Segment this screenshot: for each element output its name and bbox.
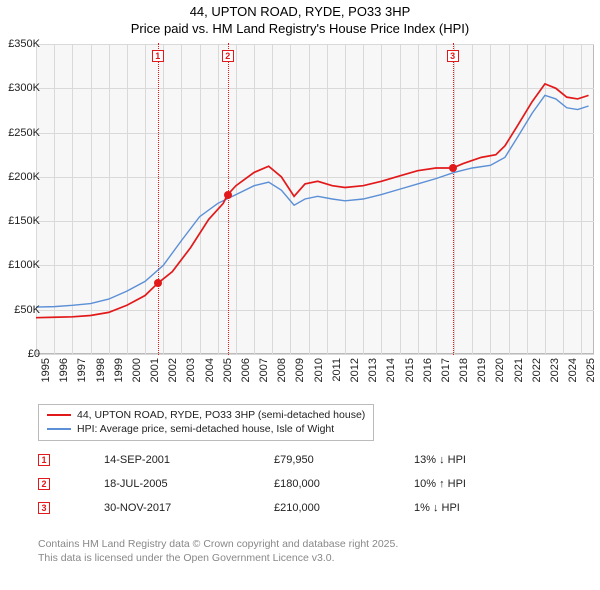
x-tick-label: 2010 [313,358,325,382]
legend-row: 44, UPTON ROAD, RYDE, PO33 3HP (semi-det… [47,408,365,422]
legend-swatch [47,428,71,430]
x-tick-label: 2006 [240,358,252,382]
event-date: 30-NOV-2017 [104,502,274,514]
y-tick-label: £50K [14,304,40,316]
x-tick-label: 1999 [113,358,125,382]
event-price: £210,000 [274,502,414,514]
x-tick-label: 2012 [349,358,361,382]
y-tick-label: £150K [8,215,40,227]
event-delta: 13% ↓ HPI [414,454,466,466]
event-row: 2 18-JUL-2005 £180,000 10% ↑ HPI [38,472,578,496]
x-tick-label: 2004 [204,358,216,382]
series-hpi [36,95,589,307]
title-block: 44, UPTON ROAD, RYDE, PO33 3HP Price pai… [0,0,600,38]
event-price: £180,000 [274,478,414,490]
series-price_paid [36,84,589,318]
event-delta: 10% ↑ HPI [414,478,466,490]
x-tick-label: 2017 [440,358,452,382]
x-tick-label: 2001 [149,358,161,382]
event-delta: 1% ↓ HPI [414,502,460,514]
footer: Contains HM Land Registry data © Crown c… [38,538,398,565]
chart-marker-box: 2 [222,50,234,62]
footer-line1: Contains HM Land Registry data © Crown c… [38,538,398,552]
chart-marker-box: 1 [152,50,164,62]
x-tick-label: 1996 [58,358,70,382]
legend-row: HPI: Average price, semi-detached house,… [47,422,365,436]
x-tick-label: 2013 [367,358,379,382]
x-tick-label: 2021 [513,358,525,382]
sale-dot [224,191,232,199]
x-tick-label: 2003 [185,358,197,382]
title-line1: 44, UPTON ROAD, RYDE, PO33 3HP [0,4,600,21]
chart-area: 1 2 3 [36,44,594,354]
x-tick-label: 2025 [585,358,597,382]
y-tick-label: £200K [8,171,40,183]
x-tick-label: 2016 [422,358,434,382]
event-marker: 3 [38,502,50,514]
event-date: 14-SEP-2001 [104,454,274,466]
y-tick-label: £0 [28,348,40,360]
x-tick-label: 2011 [331,358,343,382]
x-tick-label: 2009 [294,358,306,382]
x-tick-label: 2002 [167,358,179,382]
footer-line2: This data is licensed under the Open Gov… [38,552,398,566]
x-tick-label: 2015 [404,358,416,382]
x-tick-label: 1997 [76,358,88,382]
x-tick-label: 2024 [567,358,579,382]
x-tick-label: 2020 [494,358,506,382]
x-tick-label: 2022 [531,358,543,382]
event-date: 18-JUL-2005 [104,478,274,490]
y-tick-label: £100K [8,259,40,271]
x-tick-label: 2014 [385,358,397,382]
y-tick-label: £350K [8,38,40,50]
sale-dot [154,279,162,287]
title-line2: Price paid vs. HM Land Registry's House … [0,21,600,38]
event-marker: 1 [38,454,50,466]
chart-lines [36,44,594,354]
chart-marker-box: 3 [447,50,459,62]
x-tick-label: 2019 [476,358,488,382]
y-tick-label: £250K [8,127,40,139]
x-tick-label: 2005 [222,358,234,382]
x-tick-label: 1995 [40,358,52,382]
legend-label: HPI: Average price, semi-detached house,… [77,423,334,435]
event-marker: 2 [38,478,50,490]
event-price: £79,950 [274,454,414,466]
x-tick-label: 2000 [131,358,143,382]
x-tick-label: 2007 [258,358,270,382]
legend-swatch [47,414,71,416]
event-row: 1 14-SEP-2001 £79,950 13% ↓ HPI [38,448,578,472]
legend: 44, UPTON ROAD, RYDE, PO33 3HP (semi-det… [38,404,374,441]
sale-dot [449,164,457,172]
legend-label: 44, UPTON ROAD, RYDE, PO33 3HP (semi-det… [77,409,365,421]
y-tick-label: £300K [8,82,40,94]
piss-root: 44, UPTON ROAD, RYDE, PO33 3HP Price pai… [0,0,600,590]
events-table: 1 14-SEP-2001 £79,950 13% ↓ HPI 2 18-JUL… [38,448,578,520]
x-tick-label: 2018 [458,358,470,382]
x-tick-label: 2008 [276,358,288,382]
x-tick-label: 2023 [549,358,561,382]
event-row: 3 30-NOV-2017 £210,000 1% ↓ HPI [38,496,578,520]
x-tick-label: 1998 [95,358,107,382]
